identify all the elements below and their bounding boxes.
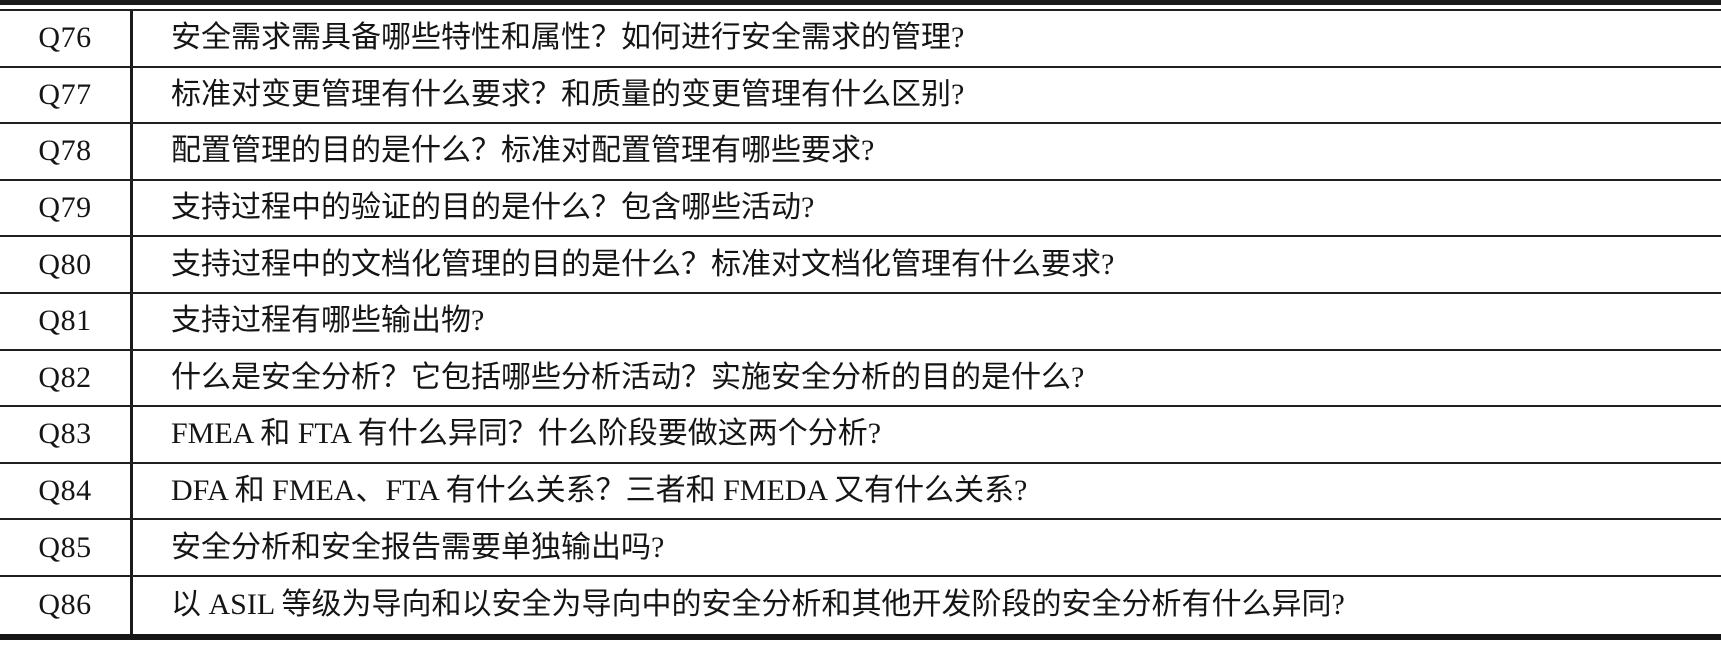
question-text: DFA 和 FMEA、FTA 有什么关系？三者和 FMEDA 又有什么关系? (171, 474, 1028, 508)
table-row: Q78 配置管理的目的是什么？标准对配置管理有哪些要求? (0, 124, 1721, 181)
question-id: Q76 (0, 11, 133, 66)
question-text: 配置管理的目的是什么？标准对配置管理有哪些要求? (171, 134, 875, 168)
question-text: 支持过程中的验证的目的是什么？包含哪些活动? (171, 191, 815, 225)
question-id: Q80 (0, 237, 133, 292)
question-id: Q83 (0, 407, 133, 462)
question-id: Q86 (0, 576, 133, 634)
question-text: 支持过程有哪些输出物? (171, 304, 485, 338)
question-id: Q82 (0, 350, 133, 406)
question-id: Q78 (0, 124, 133, 179)
question-id: Q77 (0, 67, 133, 123)
table-row: Q82 什么是安全分析？它包括哪些分析活动？实施安全分析的目的是什么? (0, 350, 1721, 408)
question-id: Q84 (0, 463, 133, 519)
table-row: Q86 以 ASIL 等级为导向和以安全为导向中的安全分析和其他开发阶段的安全分… (0, 576, 1721, 634)
question-text: 什么是安全分析？它包括哪些分析活动？实施安全分析的目的是什么? (171, 360, 1085, 394)
table-row: Q84 DFA 和 FMEA、FTA 有什么关系？三者和 FMEDA 又有什么关… (0, 463, 1721, 521)
table-row: Q79 支持过程中的验证的目的是什么？包含哪些活动? (0, 180, 1721, 238)
table-row: Q85 安全分析和安全报告需要单独输出吗? (0, 520, 1721, 577)
table-row: Q81 支持过程有哪些输出物? (0, 293, 1721, 351)
question-text: 以 ASIL 等级为导向和以安全为导向中的安全分析和其他开发阶段的安全分析有什么… (171, 588, 1345, 622)
question-text: 安全分析和安全报告需要单独输出吗? (171, 530, 665, 564)
table-row: Q83 FMEA 和 FTA 有什么异同？什么阶段要做这两个分析? (0, 407, 1721, 464)
question-id: Q79 (0, 180, 133, 236)
question-text: 标准对变更管理有什么要求？和质量的变更管理有什么区别? (171, 77, 965, 111)
table-row: Q76 安全需求需具备哪些特性和属性？如何进行安全需求的管理? (0, 11, 1721, 68)
table-row: Q77 标准对变更管理有什么要求？和质量的变更管理有什么区别? (0, 67, 1721, 125)
question-text: 支持过程中的文档化管理的目的是什么？标准对文档化管理有什么要求? (171, 247, 1115, 281)
question-text: 安全需求需具备哪些特性和属性？如何进行安全需求的管理? (171, 21, 965, 55)
question-id: Q81 (0, 293, 133, 349)
table-row: Q80 支持过程中的文档化管理的目的是什么？标准对文档化管理有什么要求? (0, 237, 1721, 294)
table-top-thick-rule (0, 0, 1721, 5)
question-id: Q85 (0, 520, 133, 575)
question-text: FMEA 和 FTA 有什么异同？什么阶段要做这两个分析? (171, 417, 882, 451)
question-rows: Q76 安全需求需具备哪些特性和属性？如何进行安全需求的管理? Q77 标准对变… (0, 9, 1721, 640)
